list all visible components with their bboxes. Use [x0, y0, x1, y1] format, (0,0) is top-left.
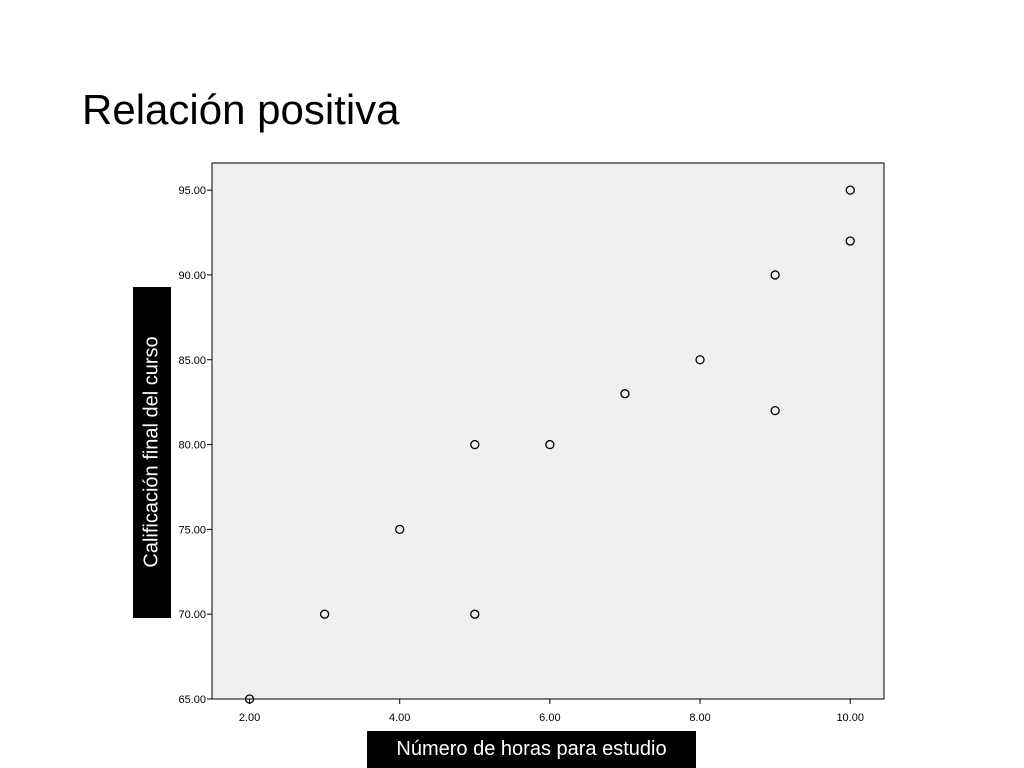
data-point	[395, 524, 405, 535]
data-point	[470, 439, 480, 450]
y-axis-label: Calificación final del curso	[140, 336, 163, 568]
plot-area	[211, 162, 885, 700]
data-point	[545, 439, 555, 450]
x-tick-label: 6.00	[539, 712, 560, 724]
data-point	[695, 355, 705, 365]
y-tick-label: 90.00	[178, 270, 206, 282]
data-point	[845, 236, 855, 246]
data-point	[845, 185, 855, 195]
y-tick-label: 80.00	[178, 440, 206, 452]
x-tick-label: 8.00	[689, 712, 710, 724]
y-tick-label: 70.00	[178, 609, 206, 621]
data-point	[770, 270, 780, 280]
data-point	[470, 609, 480, 619]
x-axis-label-box: Número de horas para estudio	[367, 731, 696, 768]
x-axis-label: Número de horas para estudio	[396, 738, 667, 760]
data-point	[620, 389, 630, 399]
x-tick-label: 10.00	[836, 712, 864, 724]
slide-title: Relación positiva	[82, 86, 400, 133]
y-tick-label: 85.00	[178, 355, 206, 367]
y-tick-label: 75.00	[178, 524, 206, 536]
data-point	[319, 609, 330, 619]
y-tick-label: 65.00	[178, 694, 206, 706]
x-tick-label: 4.00	[389, 712, 410, 724]
x-tick-label: 2.00	[239, 712, 260, 724]
data-point	[770, 405, 780, 416]
y-tick-label: 95.00	[178, 185, 206, 197]
data-point	[244, 694, 255, 704]
y-axis-label-box	[133, 287, 171, 618]
